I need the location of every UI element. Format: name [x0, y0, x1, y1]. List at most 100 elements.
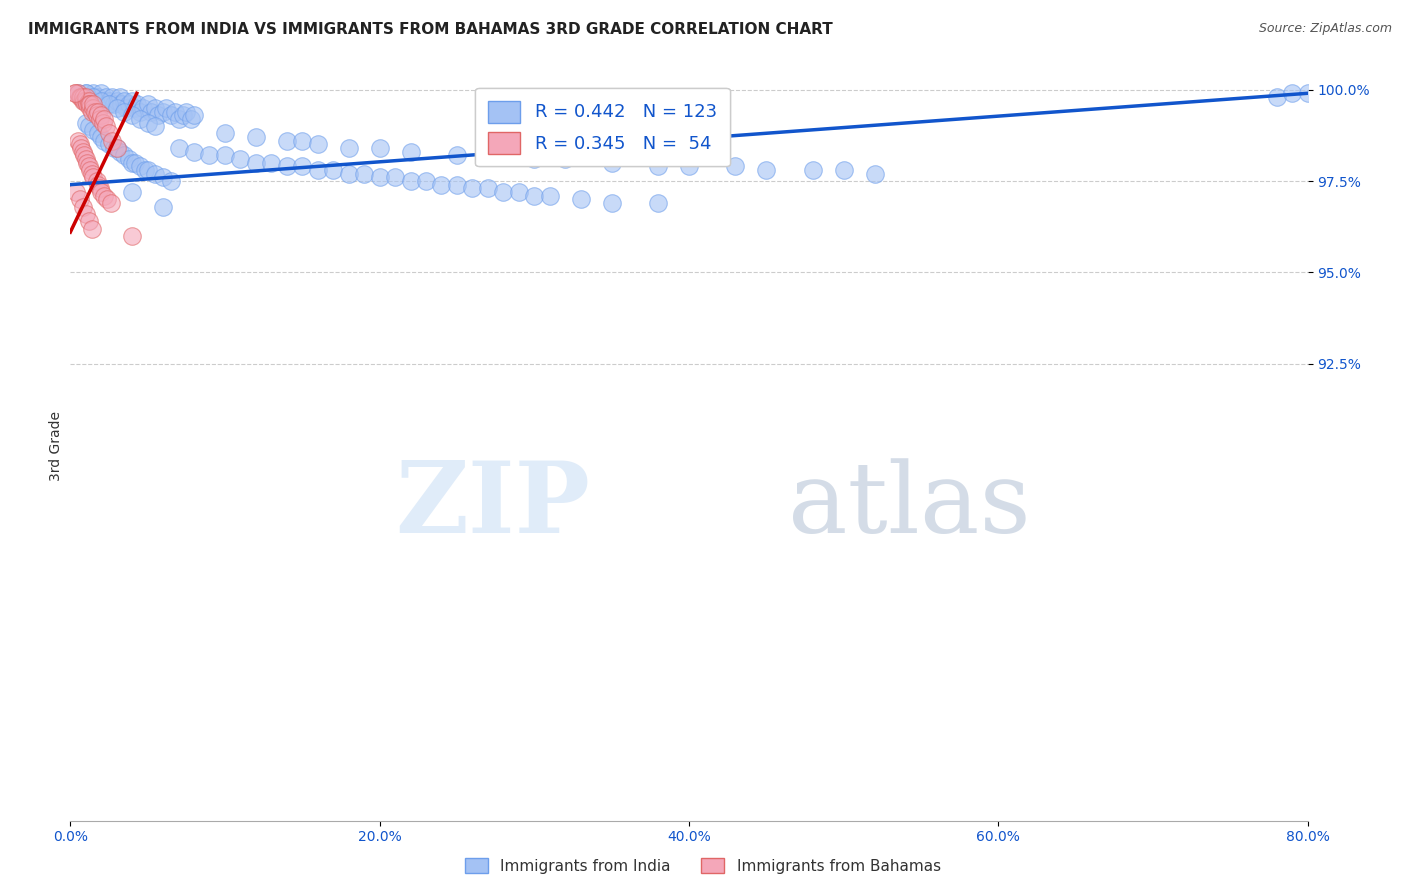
Point [67, 134, 90, 148]
Legend: Immigrants from India, Immigrants from Bahamas: Immigrants from India, Immigrants from B… [460, 852, 946, 880]
Point [80, 104, 103, 119]
Point [98, 127, 120, 141]
Point [1281, 87, 1303, 101]
Point [63, 87, 86, 101]
Point [75, 152, 97, 166]
Point [70, 90, 93, 104]
Point [72, 90, 94, 104]
Point [93, 134, 115, 148]
Point [76, 155, 98, 169]
Point [72, 200, 94, 214]
Point [87, 178, 110, 192]
Point [87, 127, 110, 141]
Point [167, 141, 190, 155]
Point [96, 192, 118, 206]
Point [72, 90, 94, 104]
Point [114, 104, 135, 119]
Point [446, 148, 468, 162]
Point [198, 148, 221, 162]
Point [569, 192, 592, 206]
Point [98, 94, 120, 108]
Text: IMMIGRANTS FROM INDIA VS IMMIGRANTS FROM BAHAMAS 3RD GRADE CORRELATION CHART: IMMIGRANTS FROM INDIA VS IMMIGRANTS FROM… [28, 22, 832, 37]
Point [93, 94, 115, 108]
Point [77, 94, 100, 108]
Point [98, 97, 120, 112]
Point [307, 163, 329, 178]
Text: atlas: atlas [787, 458, 1031, 554]
Point [160, 174, 183, 188]
Point [145, 101, 166, 115]
Point [75, 94, 97, 108]
Point [79, 94, 101, 108]
Point [291, 160, 314, 174]
Point [108, 90, 131, 104]
Point [114, 94, 135, 108]
Point [647, 160, 669, 174]
Point [93, 188, 115, 202]
Point [67, 87, 90, 101]
Point [65, 185, 87, 199]
Point [245, 130, 267, 145]
Point [69, 90, 91, 104]
Point [337, 141, 360, 155]
Point [600, 155, 623, 169]
Point [79, 97, 101, 112]
Point [77, 214, 100, 228]
Legend: R = 0.442   N = 123, R = 0.345   N =  54: R = 0.442 N = 123, R = 0.345 N = 54 [475, 88, 730, 166]
Point [183, 145, 205, 159]
Point [229, 152, 252, 166]
Point [148, 108, 170, 122]
Point [863, 167, 886, 181]
Point [69, 137, 91, 152]
Point [337, 167, 360, 181]
Point [86, 174, 108, 188]
Point [86, 108, 108, 122]
Point [160, 108, 183, 122]
Point [136, 97, 159, 112]
Point [98, 137, 120, 152]
Point [90, 87, 112, 101]
Point [103, 141, 125, 155]
Point [82, 97, 105, 112]
Point [145, 167, 166, 181]
Point [121, 94, 143, 108]
Point [105, 141, 128, 155]
Point [90, 185, 112, 199]
Point [103, 97, 125, 112]
Point [72, 94, 94, 108]
Point [368, 141, 391, 155]
Point [94, 90, 117, 104]
Point [77, 90, 100, 104]
Point [801, 163, 824, 178]
Point [73, 148, 96, 162]
Point [105, 141, 128, 155]
Point [63, 87, 86, 101]
Point [492, 148, 515, 162]
Point [724, 160, 747, 174]
Point [110, 97, 132, 112]
Point [139, 104, 162, 119]
Text: Source: ZipAtlas.com: Source: ZipAtlas.com [1258, 22, 1392, 36]
Point [477, 181, 499, 195]
Point [93, 112, 115, 126]
Point [132, 101, 155, 115]
Point [368, 170, 391, 185]
Point [77, 160, 100, 174]
Point [523, 188, 546, 202]
Point [129, 160, 152, 174]
Point [446, 178, 468, 192]
Point [87, 90, 110, 104]
Point [145, 119, 166, 133]
Point [94, 119, 117, 133]
Point [214, 127, 236, 141]
Point [134, 163, 156, 178]
Point [73, 94, 96, 108]
Point [72, 145, 94, 159]
Point [554, 152, 576, 166]
Point [260, 155, 283, 169]
Point [124, 101, 146, 115]
Point [155, 101, 177, 115]
Point [80, 221, 103, 235]
Text: ZIP: ZIP [395, 458, 591, 555]
Point [89, 112, 111, 126]
